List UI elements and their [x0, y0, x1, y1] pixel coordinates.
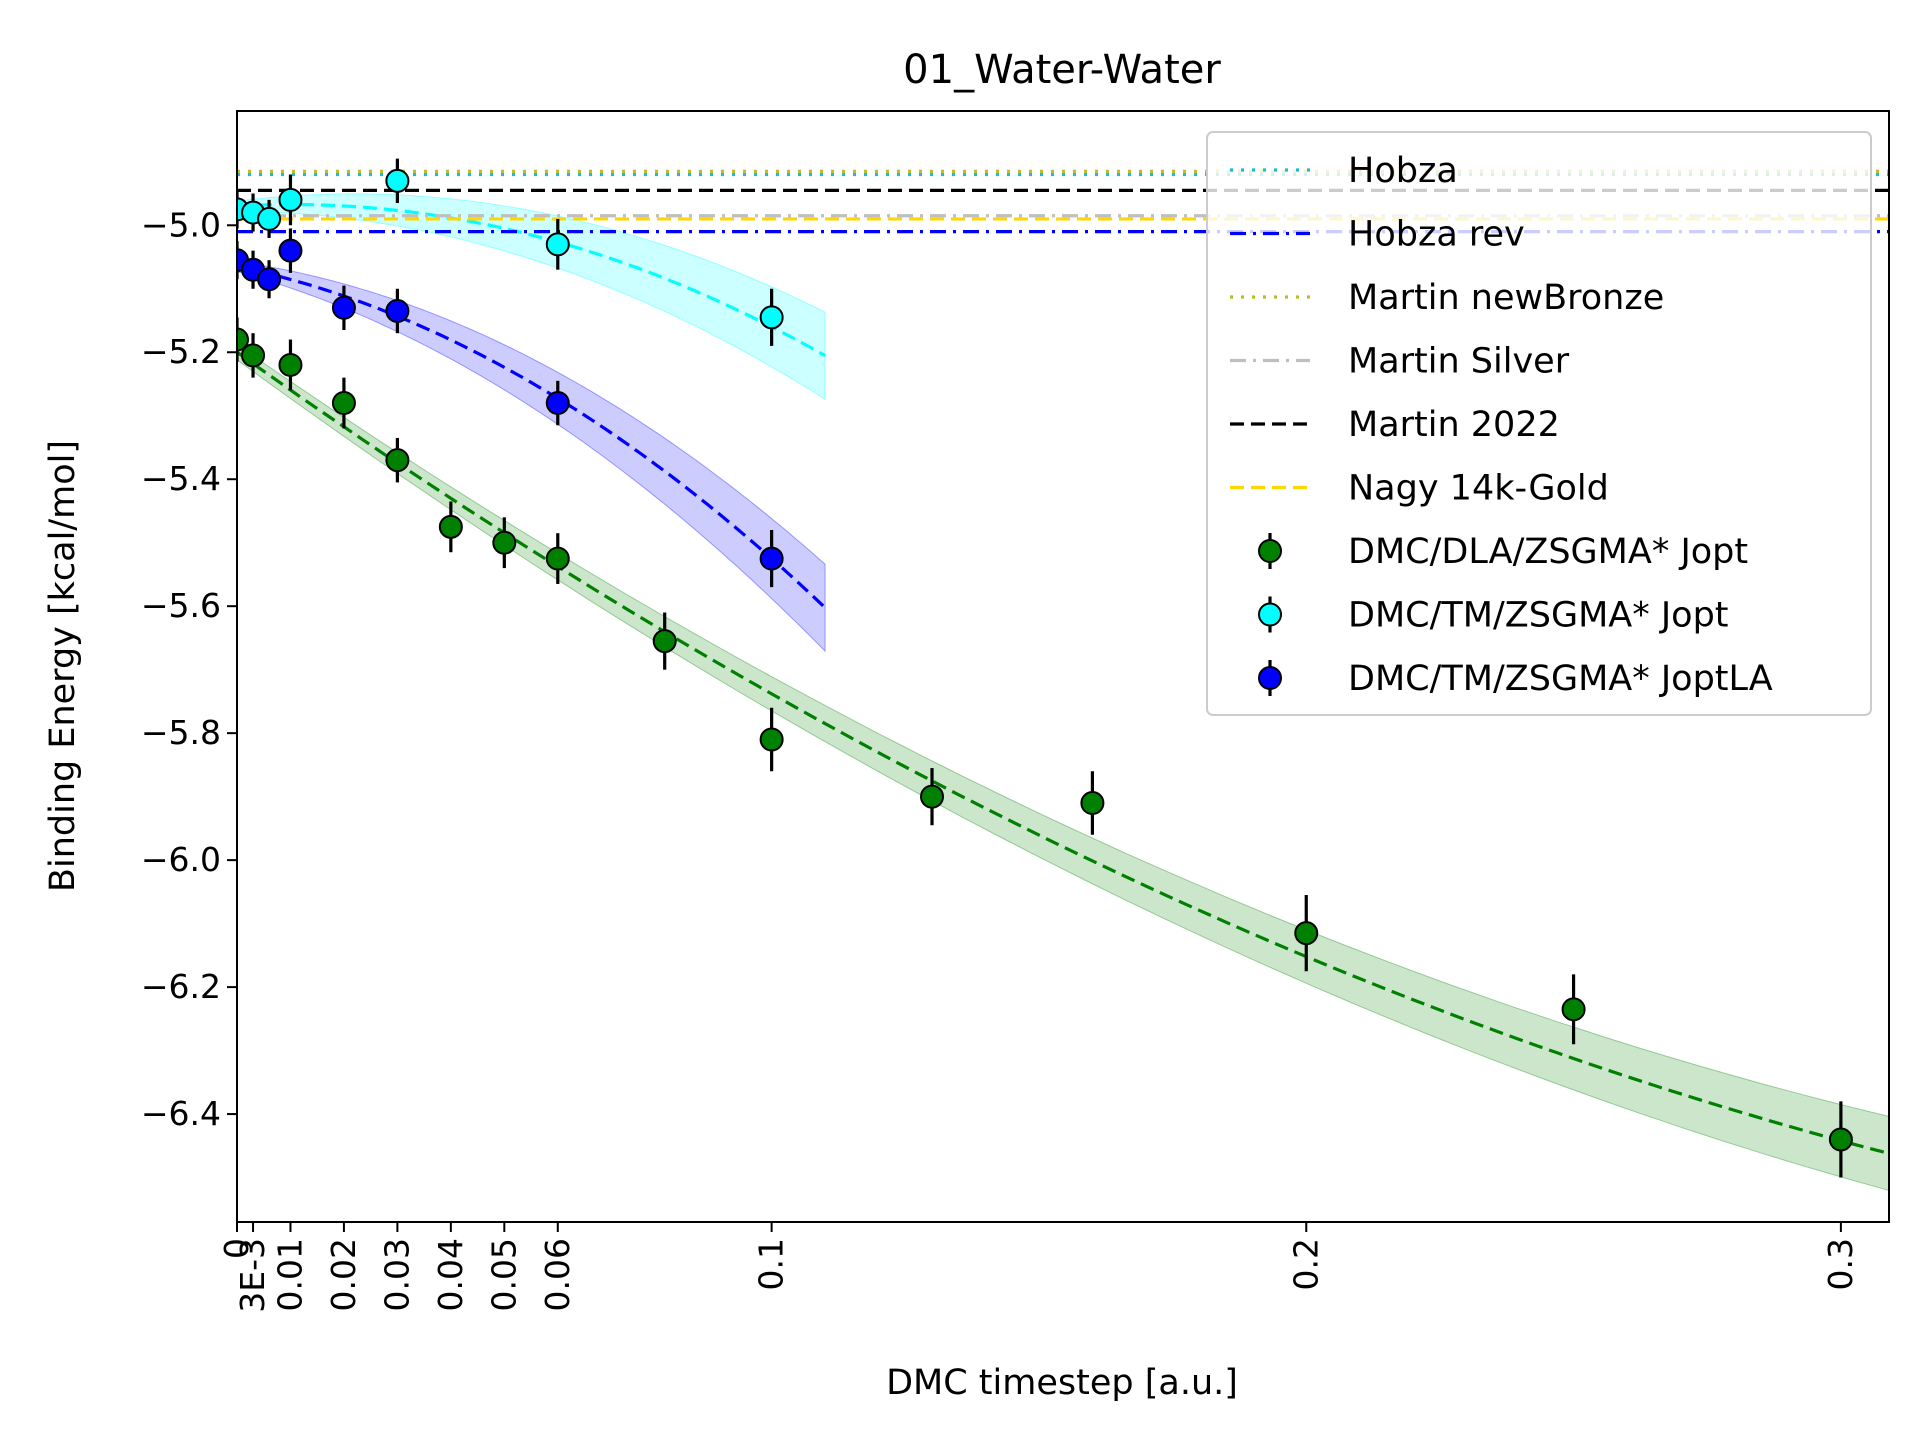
legend: Hobza Hobza rev Martin newBronze Martin Sil… — [1206, 131, 1872, 716]
x-tick-label-7: 0.05 — [484, 1238, 523, 1311]
fit-curve-3 — [237, 264, 827, 609]
legend-entry-5: Martin 2022 — [1230, 405, 1560, 445]
legend-swatch-7 — [1258, 539, 1282, 563]
legend-label-3: Martin newBronze — [1348, 278, 1664, 318]
y-tick-label-5: −5.8 — [141, 713, 221, 752]
legend-entry-8: DMC/TM/ZSGMA* Jopt — [1258, 596, 1729, 636]
y-axis: −5.0 −5.2 −5.4 −5.6 −5.8 −6.0 −6.2 −6.4 — [141, 205, 237, 1133]
x-tick-label-2: 3E-3 — [233, 1238, 272, 1313]
x-tick-label-6: 0.04 — [431, 1238, 470, 1311]
data-point-s1-1 — [237, 317, 249, 362]
data-point-s1-14 — [1561, 974, 1586, 1045]
data-point-s1-11 — [920, 768, 945, 826]
legend-swatch-8 — [1258, 602, 1282, 627]
fit-curve-1 — [237, 350, 1889, 1155]
data-point-s1-8 — [545, 533, 570, 584]
data-point-s1-5 — [385, 437, 410, 483]
x-tick-label-1: 0 — [217, 1238, 256, 1259]
legend-label-5: Martin 2022 — [1348, 405, 1560, 445]
x-tick-label-11: 0.3 — [1821, 1238, 1860, 1290]
legend-entry-9: DMC/TM/ZSGMA* JoptLA — [1258, 659, 1773, 699]
data-point-s3-4 — [278, 228, 303, 273]
data-point-s1-6 — [438, 501, 463, 553]
y-tick-label-4: −5.6 — [141, 586, 221, 625]
data-point-s1-2 — [241, 333, 266, 378]
y-tick-label-8: −6.4 — [141, 1094, 221, 1133]
data-point-s3-5 — [331, 285, 356, 331]
data-point-s2-3 — [257, 199, 282, 238]
data-point-s2-7 — [759, 288, 784, 346]
chart-title: 01_Water-Water — [903, 47, 1221, 93]
legend-label-1: Hobza — [1348, 151, 1458, 191]
data-point-s3-3 — [257, 260, 282, 299]
legend-label-8: DMC/TM/ZSGMA* Jopt — [1348, 596, 1729, 636]
data-point-s1-13 — [1294, 895, 1319, 972]
x-tick-label-5: 0.03 — [377, 1238, 416, 1311]
data-points — [237, 158, 1853, 1178]
data-point-s1-10 — [759, 707, 784, 772]
legend-label-4: Martin Silver — [1348, 342, 1570, 382]
legend-swatch-9 — [1258, 666, 1282, 690]
x-tick-label-8: 0.06 — [538, 1238, 577, 1311]
x-axis-label: DMC timestep [a.u.] — [886, 1363, 1238, 1403]
legend-entry-1: Hobza — [1230, 151, 1458, 191]
data-point-s3-7 — [545, 380, 570, 426]
data-point-s3-6 — [385, 288, 410, 334]
data-point-s1-15 — [1828, 1101, 1853, 1178]
data-point-s1-9 — [652, 612, 677, 670]
fit-band-1 — [237, 343, 1889, 1192]
data-point-s1-3 — [278, 339, 303, 391]
legend-entry-2: Hobza rev — [1230, 215, 1525, 255]
plot-content — [237, 193, 1889, 1192]
data-point-s1-7 — [492, 517, 517, 569]
legend-entry-6: Nagy 14k-Gold — [1230, 469, 1609, 509]
x-tick-label-9: 0.1 — [752, 1238, 791, 1290]
data-point-s3-8 — [759, 530, 784, 588]
data-point-s1-12 — [1080, 771, 1105, 835]
legend-entry-4: Martin Silver — [1230, 342, 1570, 382]
legend-frame — [1206, 131, 1872, 716]
data-point-s2-4 — [278, 174, 303, 226]
legend-label-6: Nagy 14k-Gold — [1348, 469, 1609, 509]
fit-band-3 — [237, 260, 826, 653]
data-point-s2-5 — [385, 158, 410, 204]
legend-entry-7: DMC/DLA/ZSGMA* Jopt — [1258, 532, 1748, 572]
fit-curve-2 — [237, 203, 826, 358]
y-axis-label: Binding Energy [kcal/mol] — [43, 440, 83, 892]
x-tick-label-10: 0.2 — [1286, 1238, 1325, 1290]
y-tick-label-6: −6.0 — [141, 840, 221, 879]
legend-label-9: DMC/TM/ZSGMA* JoptLA — [1348, 659, 1773, 699]
data-point-s2-6 — [545, 218, 570, 270]
plot-frame — [236, 110, 1890, 1223]
legend-label-7: DMC/DLA/ZSGMA* Jopt — [1348, 532, 1748, 572]
legend-label-2: Hobza rev — [1348, 215, 1525, 255]
y-tick-label-1: −5.0 — [141, 205, 221, 244]
y-tick-label-2: −5.2 — [141, 332, 221, 371]
x-axis: 03E-30.01 0.02 0.03 0.04 0.05 0.06 0.1 0.2 0.3 — [217, 1222, 1860, 1313]
legend-entry-3: Martin newBronze — [1230, 278, 1664, 318]
x-tick-label-4: 0.02 — [324, 1238, 363, 1311]
y-tick-label-7: −6.2 — [141, 967, 221, 1006]
x-tick-label-3: 0.01 — [271, 1238, 310, 1311]
data-point-s1-4 — [331, 377, 356, 429]
y-tick-label-3: −5.4 — [141, 459, 221, 498]
